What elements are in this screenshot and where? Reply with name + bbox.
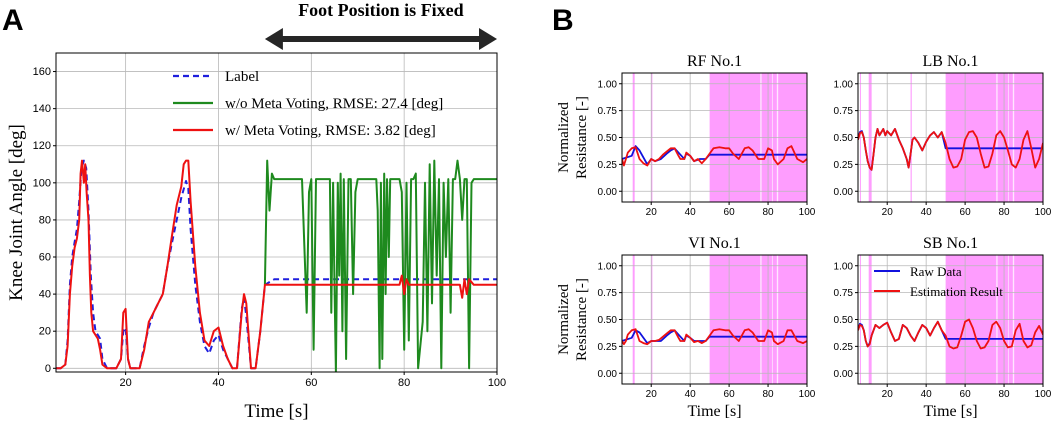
y-tick-label: 0.00 — [598, 187, 618, 198]
y-tick-label: 0.75 — [598, 106, 618, 117]
y-tick-label: 0.25 — [598, 160, 618, 171]
y-tick-label: 140 — [33, 103, 51, 115]
x-tick-label: 20 — [120, 377, 132, 389]
y-axis-label-line1: Normalized — [556, 102, 572, 173]
y-tick-label: 0.25 — [834, 342, 854, 353]
x-tick-label: 80 — [762, 207, 774, 218]
y-tick-label: 0.25 — [834, 160, 854, 171]
y-tick-label: 0.00 — [834, 369, 854, 380]
y-tick-label: 0.50 — [834, 133, 854, 144]
x-axis-label: Time [s] — [923, 403, 977, 420]
y-tick-label: 0.75 — [834, 288, 854, 299]
panel-b-0: 20 40 60 80 100 0.00 0.25 0.50 0.75 1.00 RF No.1 — [598, 53, 816, 218]
x-tick-label: 40 — [685, 207, 697, 218]
legend-a: Label w/o Meta Voting, RMSE: 27.4 [deg] w/… — [173, 69, 443, 139]
x-tick-label: 20 — [646, 389, 658, 400]
y-tick-label: 0.75 — [834, 106, 854, 117]
y-axis-label-line2: Resistance [-] — [574, 278, 590, 361]
y-tick-label: 1.00 — [834, 79, 854, 90]
x-tick-label: 20 — [646, 207, 658, 218]
series-line-1 — [263, 159, 497, 372]
y-tick-label: 100 — [33, 177, 51, 189]
panel-label-b: B — [552, 4, 574, 37]
x-tick-label: 60 — [960, 389, 972, 400]
y-tick-label: 40 — [39, 289, 51, 301]
legend-label-0: Raw Data — [910, 264, 962, 279]
x-tick-label: 40 — [921, 207, 933, 218]
y-tick-label: 1.00 — [598, 79, 618, 90]
legend-b: Raw Data Estimation Result — [874, 264, 1003, 299]
subplot-title: LB No.1 — [923, 53, 979, 70]
y-tick-label: 20 — [39, 326, 51, 338]
series-line-1 — [858, 127, 1043, 171]
y-tick-label: 0.25 — [598, 342, 618, 353]
y-axis-label-line2: Resistance [-] — [574, 96, 590, 179]
y-tick-label: 80 — [39, 214, 51, 226]
x-tick-label: 60 — [305, 377, 317, 389]
axes-frame — [55, 52, 498, 373]
y-tick-label: 0.75 — [598, 288, 618, 299]
legend-label-2: w/ Meta Voting, RMSE: 3.82 [deg] — [225, 123, 436, 139]
x-tick-label: 40 — [212, 377, 224, 389]
x-tick-label: 40 — [685, 389, 697, 400]
legend-label-1: Estimation Result — [910, 284, 1003, 299]
panel-label-a: A — [2, 4, 24, 37]
foot-fixed-annotation: Foot Position is Fixed — [264, 0, 497, 50]
x-tick-label: 100 — [1035, 207, 1052, 218]
panel-b-1: 20 40 60 80 100 0.00 0.25 0.50 0.75 1.00 LB No.1 — [834, 53, 1052, 218]
panel-b-3: 20 40 60 80 100 0.00 0.25 0.50 0.75 1.00 SB No.1 Ti… — [834, 235, 1052, 420]
y-tick-label: 1.00 — [598, 261, 618, 272]
x-tick-label: 100 — [799, 207, 816, 218]
y-axis-label: Knee Joint Angle [deg] — [6, 124, 27, 301]
x-tick-label: 40 — [921, 389, 933, 400]
x-tick-label: 100 — [799, 389, 816, 400]
x-axis-label: Time [s] — [687, 403, 741, 420]
subplot-title: VI No.1 — [688, 235, 740, 252]
y-tick-label: 0.50 — [598, 133, 618, 144]
y-tick-label: 0 — [45, 363, 51, 375]
x-axis-label: Time [s] — [244, 401, 308, 422]
series-line-2 — [56, 159, 497, 370]
y-tick-label: 0.50 — [834, 315, 854, 326]
panel-b-2: 20 40 60 80 100 0.00 0.25 0.50 0.75 1.00 VI No.1 Ti… — [598, 235, 816, 420]
annotation-arrow-head-right — [479, 28, 497, 50]
x-tick-label: 60 — [724, 207, 736, 218]
x-tick-label: 60 — [960, 207, 972, 218]
y-axis-label-line1: Normalized — [556, 284, 572, 355]
annotation-text: Foot Position is Fixed — [298, 0, 464, 20]
x-tick-label: 20 — [882, 207, 894, 218]
series-line-1 — [858, 318, 1043, 350]
x-tick-label: 100 — [1035, 389, 1052, 400]
x-tick-label: 60 — [724, 389, 736, 400]
series-line-1 — [622, 328, 807, 346]
y-tick-label: 160 — [33, 66, 51, 78]
annotation-arrow-head-left — [264, 28, 283, 50]
y-tick-label: 0.00 — [598, 369, 618, 380]
x-tick-label: 100 — [488, 377, 506, 389]
legend-label-0: Label — [225, 69, 259, 85]
subplot-title: SB No.1 — [923, 235, 978, 252]
y-tick-label: 120 — [33, 140, 51, 152]
legend-label-1: w/o Meta Voting, RMSE: 27.4 [deg] — [225, 96, 443, 112]
x-tick-label: 20 — [882, 389, 894, 400]
y-tick-label: 60 — [39, 252, 51, 264]
y-tick-label: 1.00 — [834, 261, 854, 272]
x-tick-label: 80 — [998, 389, 1010, 400]
y-tick-label: 0.50 — [598, 315, 618, 326]
series-line-1 — [622, 145, 807, 167]
panel-a: 20 40 60 80 100 0 20 40 60 80 100 120 140 160 Time [s] — [33, 52, 506, 422]
x-tick-label: 80 — [998, 207, 1010, 218]
x-tick-label: 80 — [398, 377, 410, 389]
subplot-title: RF No.1 — [687, 53, 742, 70]
y-tick-label: 0.00 — [834, 187, 854, 198]
x-tick-label: 80 — [762, 389, 774, 400]
